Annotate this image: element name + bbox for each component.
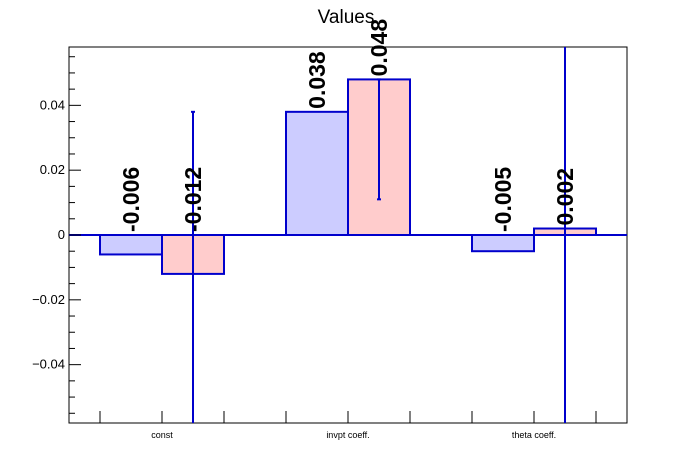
y-tick-label: 0.04 xyxy=(40,97,65,112)
data-label: 0.038 xyxy=(304,51,330,109)
bar xyxy=(285,110,349,236)
bar xyxy=(99,234,163,256)
axis-ticks xyxy=(69,56,597,423)
y-tick-label: −0.04 xyxy=(32,357,65,372)
x-category-label: const xyxy=(151,430,173,440)
labels: −0.04 −0.02 0 0.02 0.04 -0.006 0.038 -0.005 -0.0… xyxy=(32,19,578,440)
data-label: 0.048 xyxy=(366,19,392,77)
data-label: 0.002 xyxy=(552,168,578,226)
data-label: -0.012 xyxy=(180,167,206,232)
chart-title: Values xyxy=(318,7,375,28)
y-tick-label: −0.02 xyxy=(32,292,65,307)
x-category-label: theta coeff. xyxy=(512,430,556,440)
y-tick-label: 0.02 xyxy=(40,162,65,177)
bar xyxy=(471,234,535,253)
data-label: -0.005 xyxy=(490,167,516,232)
y-tick-label: 0 xyxy=(58,227,65,242)
bars xyxy=(69,47,627,423)
data-label: -0.006 xyxy=(118,167,144,232)
x-category-label: invpt coeff. xyxy=(326,430,369,440)
